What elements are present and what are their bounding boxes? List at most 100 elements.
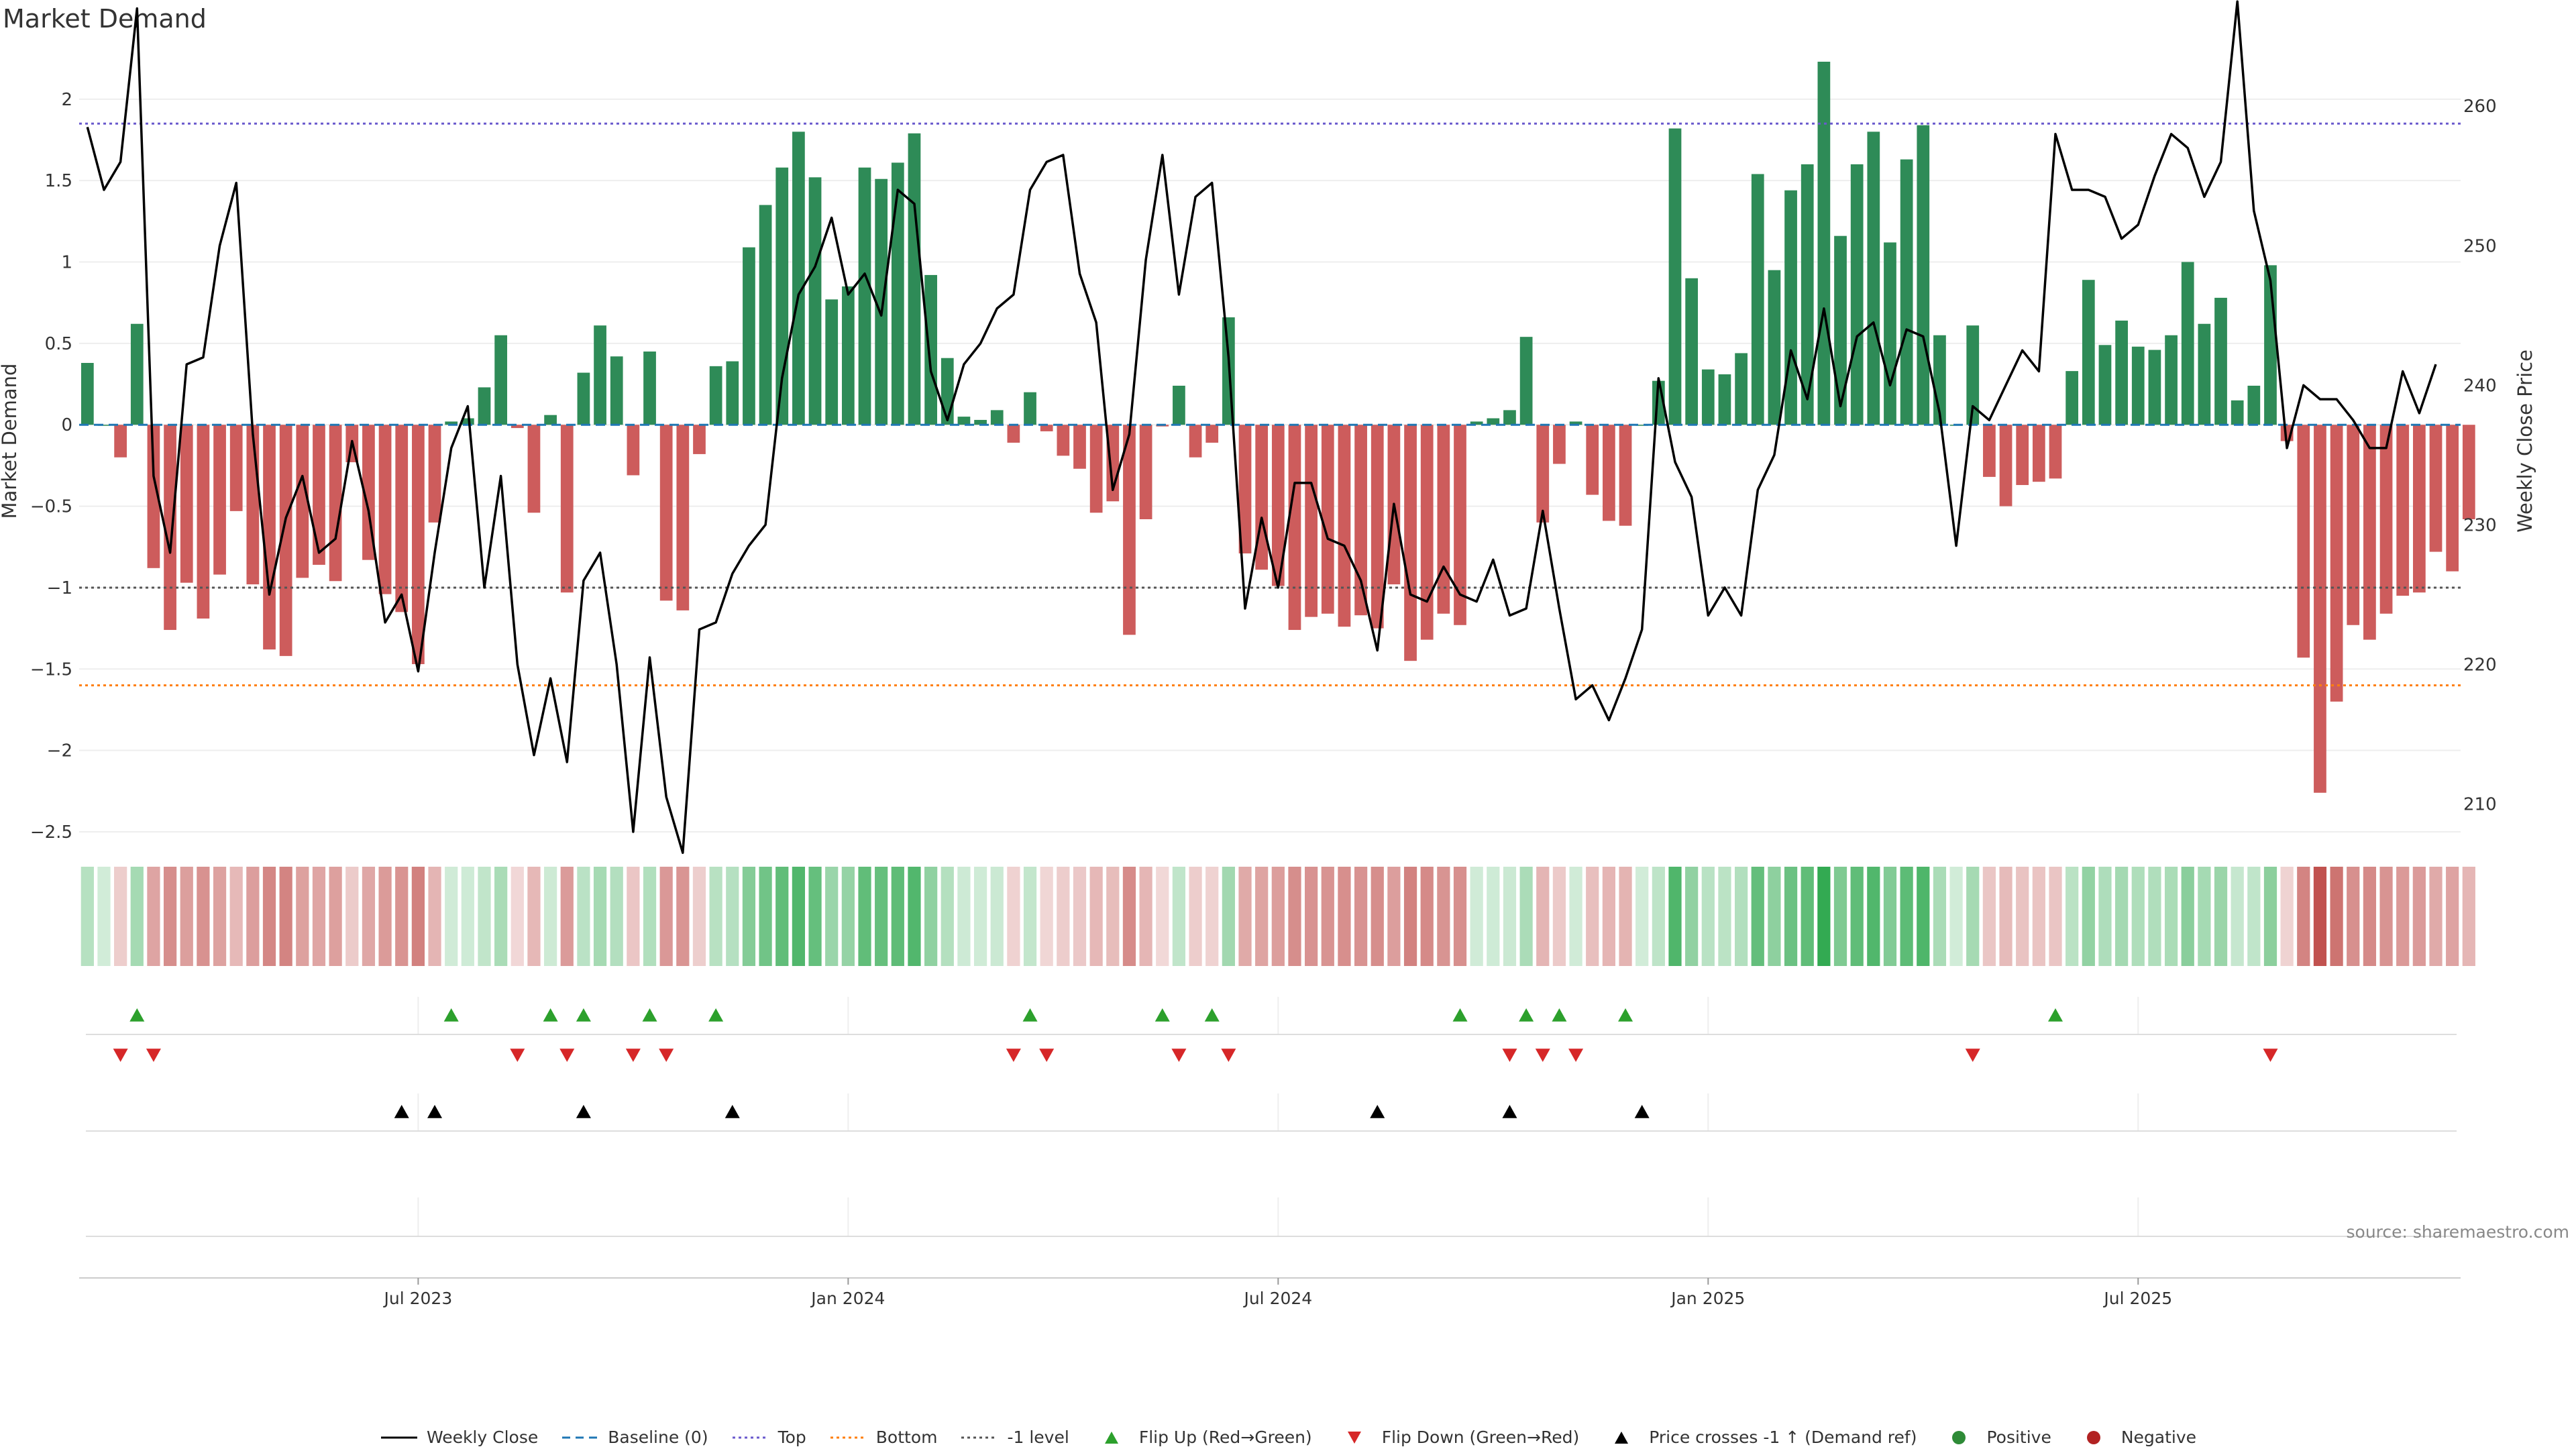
demand-bar xyxy=(743,247,755,425)
y2-tick-label: 210 xyxy=(2463,794,2497,814)
demand-bar xyxy=(313,425,325,565)
flip-down-marker xyxy=(1535,1049,1550,1062)
legend-label: Negative xyxy=(2121,1428,2197,1447)
y2-tick-label: 260 xyxy=(2463,97,2497,117)
y-tick-label: 1.5 xyxy=(45,171,72,191)
demand-bar xyxy=(594,325,606,425)
legend-item-cross: Price crosses -1 ↑ (Demand ref) xyxy=(1602,1428,1917,1447)
heat-cell xyxy=(726,867,739,966)
demand-bar xyxy=(792,131,805,425)
heat-cell xyxy=(2098,867,2112,966)
demand-bar xyxy=(1718,374,1731,425)
x-tick-label: Jan 2025 xyxy=(1670,1289,1745,1308)
demand-bar xyxy=(1123,425,1136,635)
y2-tick-label: 220 xyxy=(2463,655,2497,675)
legend-label: Flip Up (Red→Green) xyxy=(1138,1428,1312,1447)
legend-label: Positive xyxy=(1986,1428,2051,1447)
heat-cell xyxy=(1040,867,1053,966)
demand-bar xyxy=(610,356,623,425)
heat-cell xyxy=(2231,867,2244,966)
y-tick-label: 0 xyxy=(61,415,72,435)
demand-bar xyxy=(197,425,210,619)
flip-up-marker xyxy=(1204,1008,1220,1022)
demand-bar xyxy=(1784,190,1797,425)
demand-bar xyxy=(2297,425,2310,658)
heat-cell xyxy=(428,867,441,966)
price-cross-marker xyxy=(1634,1105,1650,1118)
demand-bar xyxy=(80,363,94,425)
heat-cell xyxy=(1338,867,1351,966)
demand-bar xyxy=(759,205,772,425)
demand-bar xyxy=(941,358,954,425)
flip-down-marker xyxy=(1039,1049,1055,1062)
heat-cell xyxy=(1321,867,1334,966)
demand-bar xyxy=(1983,425,1996,477)
heat-cell xyxy=(1057,867,1070,966)
demand-bar xyxy=(1089,425,1103,513)
demand-bar xyxy=(1305,425,1318,617)
demand-bar xyxy=(2247,385,2261,425)
demand-bar xyxy=(1354,425,1367,616)
demand-bar xyxy=(676,425,690,610)
heat-cell xyxy=(1833,867,1847,966)
y2-tick-label: 230 xyxy=(2463,515,2497,535)
flip-up-marker xyxy=(1452,1008,1468,1022)
heat-cell xyxy=(1635,867,1649,966)
heat-cell xyxy=(2363,867,2377,966)
heat-cell xyxy=(957,867,971,966)
heat-cell xyxy=(1569,867,1582,966)
heat-cell xyxy=(1403,867,1417,966)
heat-cell xyxy=(2297,867,2310,966)
demand-bar xyxy=(213,425,226,575)
demand-bar xyxy=(378,425,392,594)
demand-bar xyxy=(2347,425,2360,625)
demand-bar xyxy=(1884,242,1896,425)
heat-cell xyxy=(841,867,855,966)
price-cross-marker xyxy=(394,1105,409,1118)
heat-cell xyxy=(2131,867,2145,966)
legend-swatch xyxy=(1615,1431,1629,1444)
flip-up-marker xyxy=(1618,1008,1633,1022)
heat-cell xyxy=(2429,867,2443,966)
x-tick-label: Jan 2024 xyxy=(810,1289,885,1308)
legend-swatch xyxy=(380,1436,417,1438)
heat-cell xyxy=(1586,867,1599,966)
heat-cell xyxy=(163,867,177,966)
demand-bar xyxy=(2413,425,2426,593)
demand-bar xyxy=(494,335,508,425)
demand-bar xyxy=(1454,425,1466,625)
heat-cell xyxy=(908,867,921,966)
heat-cell xyxy=(114,867,127,966)
heat-cell xyxy=(2032,867,2045,966)
heat-cell xyxy=(1999,867,2012,966)
heat-cell xyxy=(1139,867,1152,966)
heat-cell xyxy=(2065,867,2079,966)
heat-cell xyxy=(296,867,309,966)
heat-cell xyxy=(792,867,806,966)
demand-bar xyxy=(412,425,425,665)
heat-cell xyxy=(1801,867,1814,966)
grid-layer xyxy=(79,98,2461,833)
heat-cell xyxy=(411,867,425,966)
heat-cell xyxy=(279,867,292,966)
heat-cell xyxy=(1470,867,1483,966)
legend-swatch xyxy=(562,1436,599,1438)
demand-bar xyxy=(2214,297,2227,425)
demand-bar xyxy=(858,167,871,425)
x-tick-label: Jul 2024 xyxy=(1242,1289,1312,1308)
demand-bar xyxy=(461,418,474,425)
demand-bar xyxy=(1338,425,1351,627)
demand-bar xyxy=(1834,235,1847,425)
heat-cell xyxy=(511,867,524,966)
flip-down-marker xyxy=(559,1049,575,1062)
flip-up-marker xyxy=(708,1008,724,1022)
flip-up-marker xyxy=(1155,1008,1170,1022)
heat-cell xyxy=(147,867,160,966)
heat-cell xyxy=(1734,867,1748,966)
heat-cell xyxy=(2379,867,2393,966)
price-cross-marker xyxy=(1370,1105,1385,1118)
heat-cell xyxy=(1089,867,1103,966)
flip-up-marker xyxy=(1022,1008,1038,1022)
flip-up-marker xyxy=(1552,1008,1567,1022)
heat-cell xyxy=(858,867,871,966)
